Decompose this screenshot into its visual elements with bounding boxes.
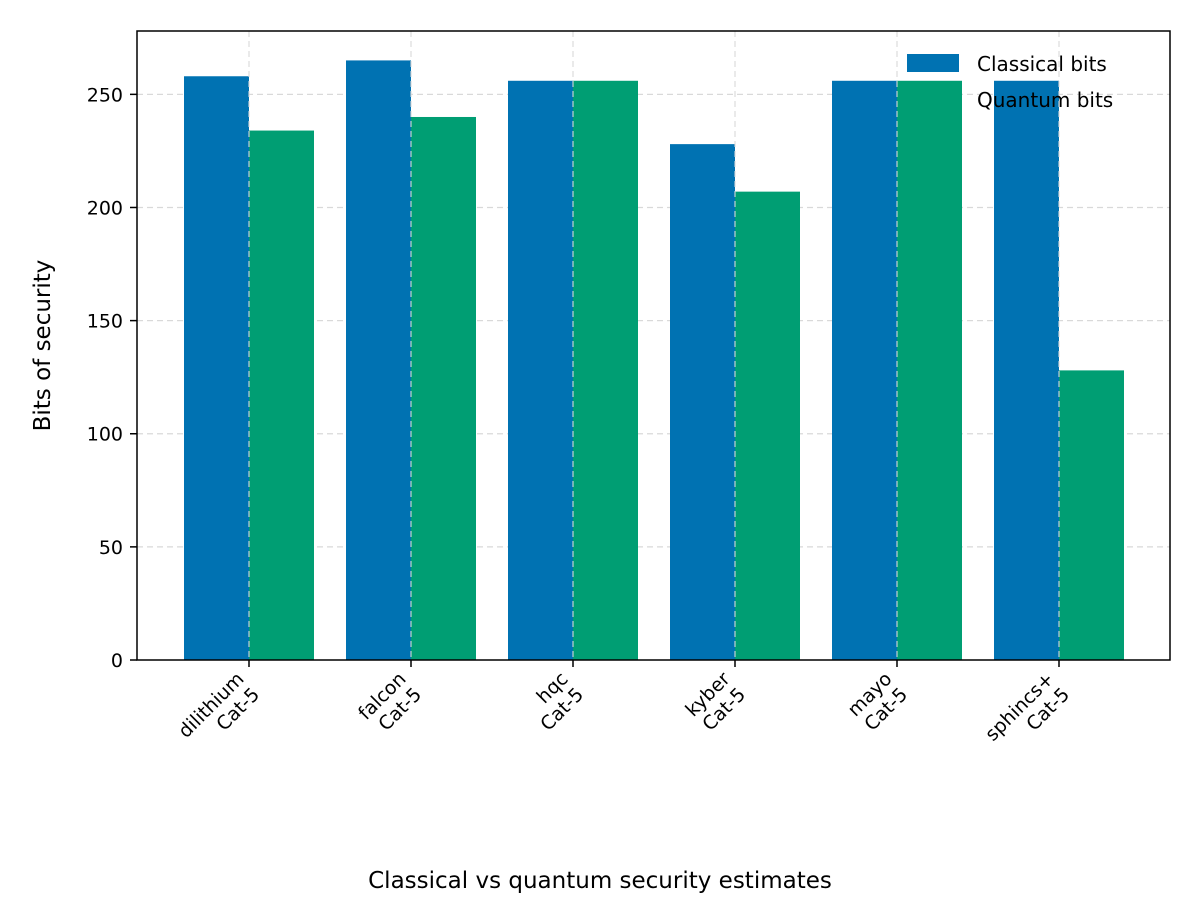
bar-classical — [184, 76, 249, 660]
bar-quantum — [897, 80, 962, 660]
y-tick-label: 250 — [87, 84, 123, 106]
legend: Classical bits Quantum bits — [907, 52, 1113, 112]
y-axis-label: Bits of security — [30, 260, 56, 432]
bar-classical — [508, 80, 573, 660]
bar-classical — [670, 144, 735, 660]
y-tick-label: 100 — [87, 424, 123, 446]
chart-title: Classical vs quantum security estimates — [368, 868, 832, 894]
legend-swatch — [907, 54, 959, 72]
x-tick-label: sphincs+Cat-5 — [981, 668, 1074, 761]
y-tick-label: 0 — [111, 650, 123, 672]
x-tick-label: hqcCat-5 — [521, 668, 588, 735]
legend-label: Quantum bits — [977, 88, 1113, 112]
bar-quantum — [411, 116, 476, 661]
bars-layer — [184, 31, 1124, 661]
bar-classical — [832, 80, 897, 660]
x-tick-label: kyberCat-5 — [681, 668, 750, 737]
bar-classical — [994, 80, 1059, 660]
legend-label: Classical bits — [977, 52, 1107, 76]
axes-layer — [136, 30, 1171, 661]
bar-quantum — [1059, 370, 1124, 660]
x-tick-label: mayoCat-5 — [843, 668, 912, 737]
bar-quantum — [735, 191, 800, 660]
x-tick-label: dilithiumCat-5 — [174, 668, 264, 758]
y-tick-label: 150 — [87, 311, 123, 333]
bar-quantum — [573, 80, 638, 660]
bar-classical — [346, 60, 411, 660]
y-tick-label: 200 — [87, 197, 123, 219]
bar-quantum — [249, 130, 314, 660]
plot-frame — [136, 30, 1171, 661]
y-tick-label: 50 — [99, 537, 123, 559]
x-tick-label: falconCat-5 — [354, 668, 426, 740]
legend-swatch — [907, 90, 959, 108]
